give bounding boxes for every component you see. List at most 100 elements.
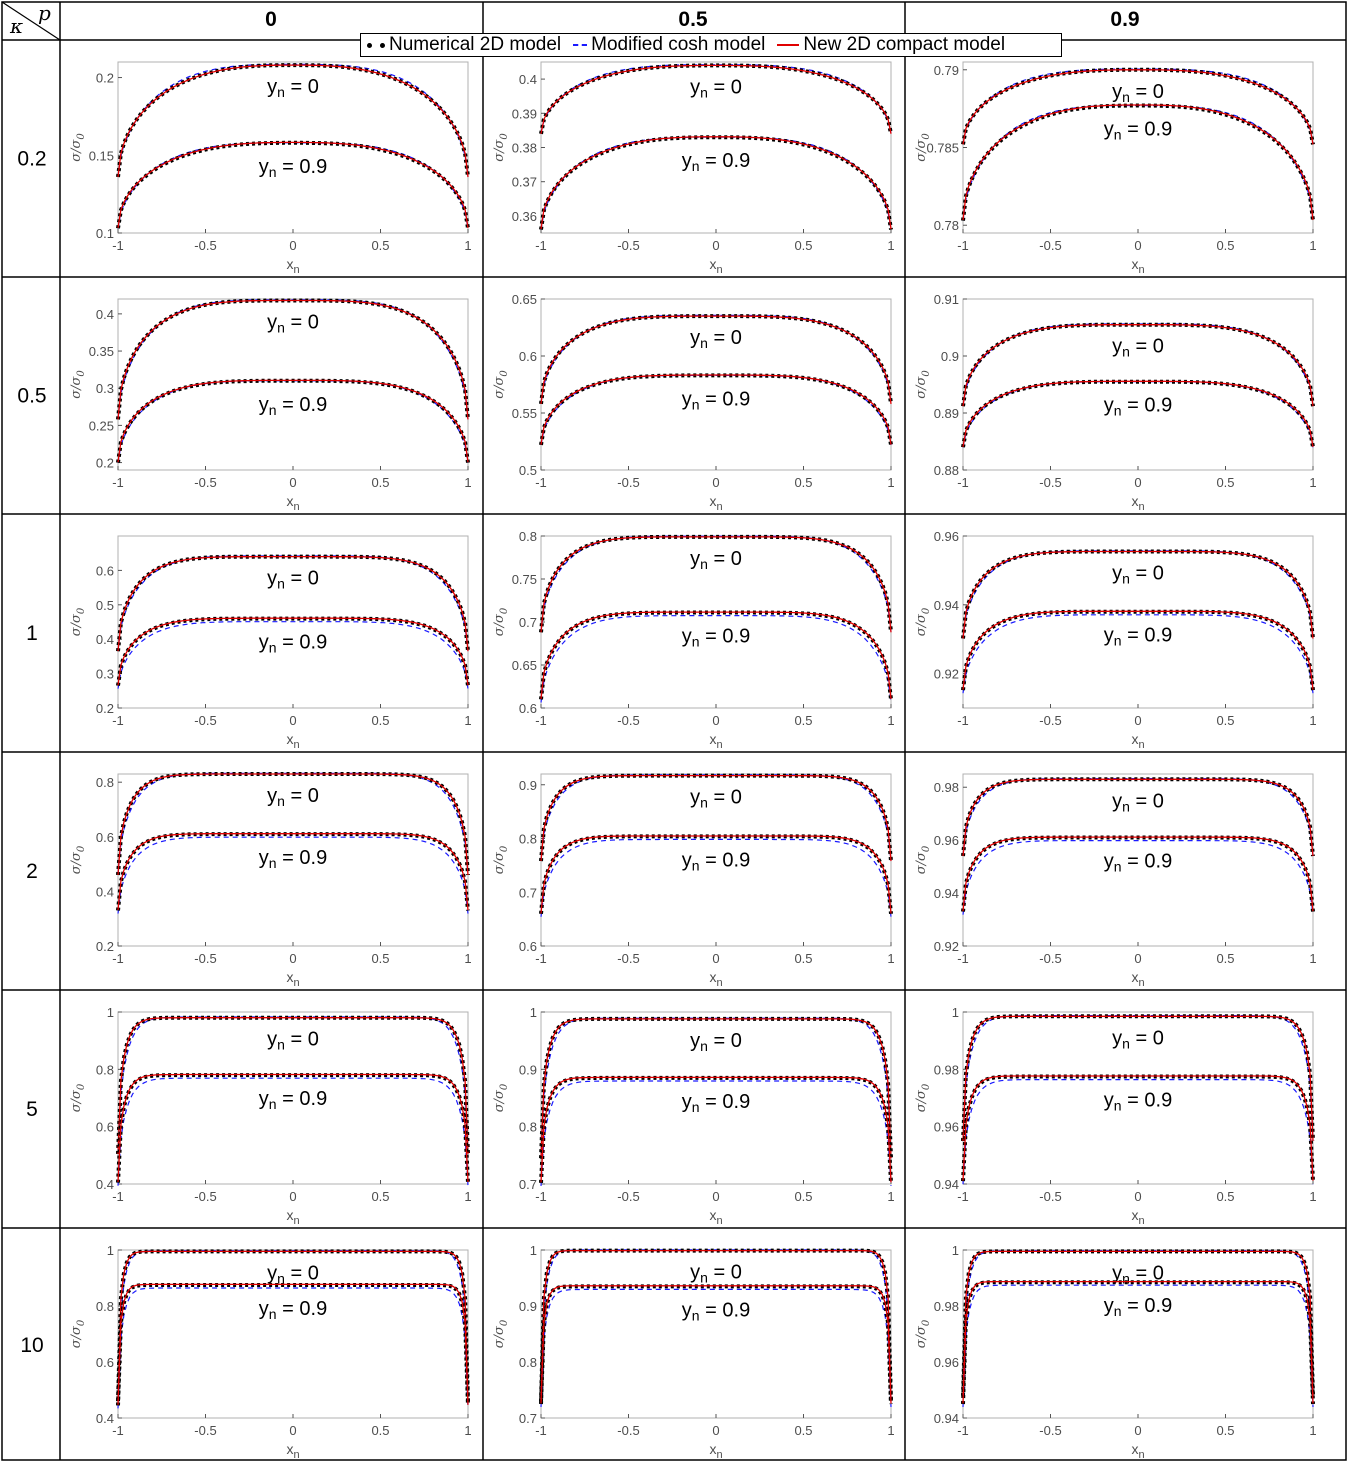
y-tick-label: 0.92 bbox=[934, 667, 959, 682]
y-tick-label: 0.4 bbox=[96, 307, 114, 322]
legend: Numerical 2D model Modified cosh model N… bbox=[360, 33, 1062, 57]
y-axis-label: σ/σ0 bbox=[914, 1083, 932, 1112]
x-tick-label: 0 bbox=[1134, 1423, 1141, 1438]
y-axis-label: σ/σ0 bbox=[492, 133, 510, 162]
y-tick-label: 0.4 bbox=[96, 632, 114, 647]
column-label: 0.5 bbox=[678, 8, 708, 31]
compact-series-line bbox=[962, 380, 1314, 448]
compact-series-line bbox=[540, 1076, 892, 1183]
y-tick-label: 0.96 bbox=[934, 833, 959, 848]
x-tick-label: -0.5 bbox=[617, 238, 639, 253]
subplot: 0.6 0.65 0.7 0.75 0.8 -1 -0.5 0 0.5 1 xn σ/σ0 yn = 0… bbox=[492, 529, 895, 751]
x-tick-label: -1 bbox=[112, 713, 124, 728]
x-tick-label: -1 bbox=[112, 475, 124, 490]
y-tick-label: 0.8 bbox=[96, 1062, 114, 1077]
y-axis-label: σ/σ0 bbox=[69, 1083, 87, 1112]
x-tick-label: -1 bbox=[535, 713, 547, 728]
y-tick-label: 0.6 bbox=[519, 701, 537, 716]
y-tick-label: 0.37 bbox=[512, 175, 537, 190]
x-tick-label: 1 bbox=[1309, 951, 1316, 966]
y-axis-label: σ/σ0 bbox=[492, 845, 510, 874]
curve-label-yn0: yn = 0 bbox=[1112, 790, 1164, 814]
y-tick-label: 0.98 bbox=[934, 1062, 959, 1077]
x-tick-label: 0 bbox=[1134, 713, 1141, 728]
curve-label-yn0: yn = 0 bbox=[267, 785, 319, 809]
x-tick-label: 0.5 bbox=[1216, 475, 1234, 490]
curve-label-yn0: yn = 0 bbox=[267, 76, 319, 100]
y-axis-label: σ/σ0 bbox=[914, 133, 932, 162]
x-tick-label: 0 bbox=[289, 475, 296, 490]
x-axis-label: xn bbox=[286, 731, 299, 751]
x-tick-label: -1 bbox=[112, 1189, 124, 1204]
y-tick-label: 0.4 bbox=[519, 72, 537, 87]
x-tick-label: 0.5 bbox=[794, 475, 812, 490]
x-axis-label: xn bbox=[709, 256, 722, 276]
curve-label-yn0: yn = 0 bbox=[267, 1262, 319, 1286]
y-tick-label: 0.8 bbox=[519, 529, 537, 544]
y-tick-label: 0.9 bbox=[519, 1062, 537, 1077]
x-tick-label: 0 bbox=[712, 713, 719, 728]
compact-series-line bbox=[540, 1285, 892, 1404]
x-axis-label: xn bbox=[286, 969, 299, 989]
x-tick-label: -0.5 bbox=[1039, 238, 1061, 253]
compact-series-line bbox=[962, 69, 1314, 145]
y-tick-label: 0.38 bbox=[512, 141, 537, 156]
compact-series-line bbox=[540, 536, 892, 633]
x-axis-label: xn bbox=[709, 1441, 722, 1461]
curve-label-yn09: yn = 0.9 bbox=[1104, 1295, 1172, 1319]
curve-label-yn0: yn = 0 bbox=[690, 548, 742, 572]
row-label: 0.5 bbox=[17, 385, 46, 408]
x-tick-label: 1 bbox=[464, 951, 471, 966]
x-tick-label: 0 bbox=[1134, 475, 1141, 490]
x-tick-label: -0.5 bbox=[194, 1189, 216, 1204]
curve-label-yn09: yn = 0.9 bbox=[682, 150, 750, 174]
x-tick-label: 1 bbox=[464, 1423, 471, 1438]
corner-p-label: p bbox=[38, 1, 51, 25]
y-tick-label: 0.65 bbox=[512, 292, 537, 307]
y-tick-label: 0.5 bbox=[519, 463, 537, 478]
cosh-series-line bbox=[962, 1079, 1314, 1185]
x-tick-label: 1 bbox=[1309, 238, 1316, 253]
subplot: 0.92 0.94 0.96 0.98 -1 -0.5 0 0.5 1 xn σ/σ0 yn = 0 y… bbox=[914, 773, 1317, 989]
numerical-series-line bbox=[961, 835, 1315, 912]
x-axis-label: xn bbox=[709, 969, 722, 989]
compact-series-line bbox=[117, 64, 469, 178]
x-tick-label: 1 bbox=[1309, 475, 1316, 490]
compact-series-line bbox=[540, 374, 892, 445]
y-axis-label: σ/σ0 bbox=[69, 607, 87, 636]
compact-series-line bbox=[962, 324, 1314, 407]
curve-label-yn09: yn = 0.9 bbox=[259, 632, 327, 656]
x-tick-label: 0.5 bbox=[1216, 238, 1234, 253]
x-axis-label: xn bbox=[709, 1207, 722, 1227]
y-tick-label: 0.7 bbox=[519, 615, 537, 630]
compact-series-line bbox=[117, 617, 469, 686]
x-tick-label: 1 bbox=[464, 713, 471, 728]
x-tick-label: 1 bbox=[1309, 1189, 1316, 1204]
compact-series-line bbox=[117, 141, 469, 229]
curve-label-yn09: yn = 0.9 bbox=[259, 394, 327, 418]
y-tick-label: 0.96 bbox=[934, 529, 959, 544]
y-tick-label: 0.4 bbox=[96, 1177, 114, 1192]
legend-label-numerical: Numerical 2D model bbox=[389, 34, 562, 55]
subplot: 0.94 0.96 0.98 1 -1 -0.5 0 0.5 1 xn σ/σ0 yn = 0 yn =… bbox=[914, 1005, 1317, 1227]
curve-label-yn0: yn = 0 bbox=[267, 568, 319, 592]
y-tick-label: 0.8 bbox=[96, 775, 114, 790]
y-tick-label: 1 bbox=[107, 1243, 114, 1258]
y-tick-label: 0.2 bbox=[96, 701, 114, 716]
y-tick-label: 1 bbox=[530, 1243, 537, 1258]
column-label: 0 bbox=[265, 8, 277, 31]
x-tick-label: -1 bbox=[112, 1423, 124, 1438]
x-tick-label: 0.5 bbox=[794, 1423, 812, 1438]
compact-series-line bbox=[540, 774, 892, 862]
curve-label-yn0: yn = 0 bbox=[690, 1030, 742, 1054]
cosh-series-line bbox=[962, 1284, 1314, 1408]
y-tick-label: 1 bbox=[952, 1005, 959, 1020]
x-tick-label: -0.5 bbox=[1039, 951, 1061, 966]
curve-label-yn0: yn = 0 bbox=[690, 76, 742, 100]
legend-item-cosh: Modified cosh model bbox=[573, 34, 765, 56]
y-tick-label: 0.785 bbox=[926, 141, 959, 156]
x-tick-label: -0.5 bbox=[194, 475, 216, 490]
subplot: 0.94 0.96 0.98 1 -1 -0.5 0 0.5 1 xn σ/σ0 yn = 0 yn =… bbox=[914, 1243, 1317, 1461]
